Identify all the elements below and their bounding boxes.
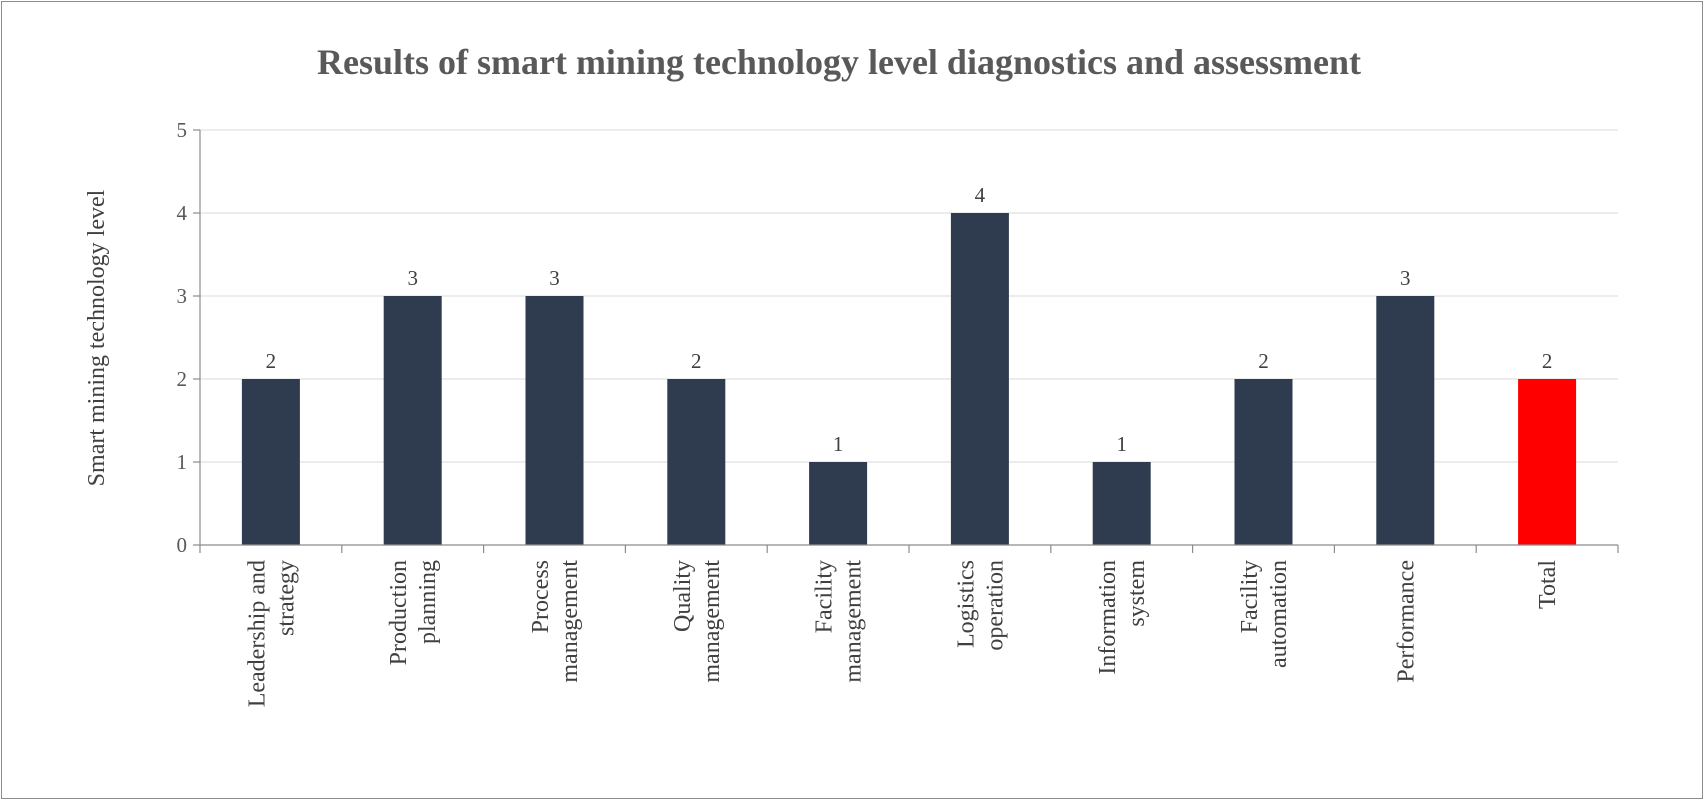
- data-label-8: 3: [1400, 266, 1411, 290]
- data-label-2: 3: [549, 266, 560, 290]
- x-category-label-line: Information: [1095, 560, 1121, 675]
- x-category-label-line: system: [1124, 560, 1150, 627]
- x-category-label-line: planning: [415, 560, 441, 644]
- y-tick-label-2: 2: [177, 367, 188, 391]
- x-category-label-0: Leadership and strategy: [244, 560, 299, 707]
- data-label-7: 2: [1258, 349, 1269, 373]
- x-category-label-7: Facility automation: [1237, 560, 1292, 668]
- x-category-label-line: management: [557, 560, 583, 683]
- y-tick-label-1: 1: [177, 450, 188, 474]
- x-category-label-line: Production: [386, 560, 412, 665]
- data-label-4: 1: [833, 432, 844, 456]
- bars: [241, 213, 1577, 545]
- bar-2: [525, 296, 584, 545]
- data-label-0: 2: [266, 349, 277, 373]
- x-category-label-9: Total: [1535, 560, 1561, 609]
- bar-1: [383, 296, 442, 545]
- x-category-label-line: Process: [528, 560, 554, 633]
- bar-7: [1234, 379, 1293, 545]
- data-label-5: 4: [975, 183, 986, 207]
- y-axis-label: Smart mining technology level: [84, 189, 110, 486]
- x-category-label-6: Information system: [1095, 560, 1150, 675]
- data-label-6: 1: [1116, 432, 1127, 456]
- bar-0: [241, 379, 300, 545]
- y-tick-label-5: 5: [177, 118, 188, 142]
- data-label-3: 2: [691, 349, 702, 373]
- x-category-label-line: operation: [982, 560, 1008, 651]
- data-label-9: 2: [1542, 349, 1553, 373]
- chart-title: Results of smart mining technology level…: [317, 42, 1361, 82]
- bar-6: [1092, 462, 1151, 545]
- x-category-label-line: Quality: [670, 560, 696, 632]
- x-category-label-2: Process management: [528, 560, 583, 683]
- x-category-label-8: Performance: [1393, 560, 1419, 683]
- x-category-label-4: Facility management: [812, 560, 867, 683]
- bar-8: [1376, 296, 1435, 545]
- x-category-label-line: Leadership and: [244, 560, 270, 707]
- y-tick-label-4: 4: [177, 201, 188, 225]
- x-category-label-line: management: [699, 560, 725, 683]
- bar-3: [667, 379, 726, 545]
- x-category-label-line: Performance: [1393, 560, 1419, 683]
- x-category-label-line: Logistics: [953, 560, 979, 648]
- x-category-label-line: automation: [1266, 560, 1292, 668]
- x-category-label-line: management: [841, 560, 867, 683]
- x-category-label-line: Total: [1535, 560, 1561, 609]
- x-category-label-line: Facility: [812, 560, 838, 633]
- axes: [193, 129, 1619, 553]
- bar-9: [1518, 379, 1577, 545]
- x-category-label-1: Production planning: [386, 560, 441, 665]
- x-category-label-line: strategy: [273, 560, 299, 636]
- data-label-1: 3: [407, 266, 418, 290]
- y-tick-label-3: 3: [177, 284, 188, 308]
- bar-5: [950, 213, 1009, 545]
- x-category-label-5: Logistics operation: [953, 560, 1008, 651]
- labels: 0 1 2 3 4 5 2 Leadership and strategy 3 Production…: [177, 118, 1562, 707]
- x-category-label-line: Facility: [1237, 560, 1263, 633]
- x-category-label-3: Quality management: [670, 560, 725, 683]
- y-tick-label-0: 0: [177, 533, 188, 557]
- bar-4: [809, 462, 868, 545]
